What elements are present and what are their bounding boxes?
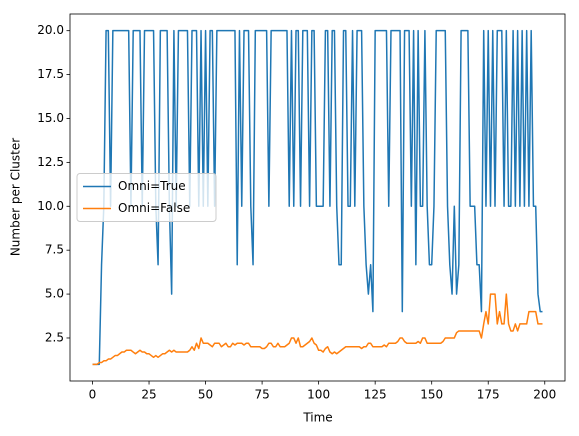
x-tick-label: 50 — [198, 388, 213, 402]
legend-box — [76, 173, 217, 222]
x-tick-label: 125 — [364, 388, 387, 402]
x-tick-label: 100 — [307, 388, 330, 402]
y-tick-label: 2.5 — [45, 330, 64, 344]
x-axis-label: Time — [302, 411, 332, 425]
y-tick-label: 5.0 — [45, 287, 64, 301]
y-tick-label: 10.0 — [37, 199, 64, 213]
series-line — [92, 29, 543, 366]
y-axis-label: Number per Cluster — [9, 138, 23, 256]
y-tick-label: 17.5 — [37, 67, 64, 81]
legend: Omni=True Omni=False — [76, 173, 217, 222]
plot-frame — [69, 13, 566, 382]
x-tick-label: 175 — [477, 388, 500, 402]
x-tick-label: 150 — [420, 388, 443, 402]
x-tick-label: 200 — [533, 388, 556, 402]
y-tick-label: 15.0 — [37, 111, 64, 125]
y-tick-label: 20.0 — [37, 23, 64, 37]
x-tick-label: 75 — [254, 388, 269, 402]
legend-label: Omni=False — [118, 201, 190, 215]
series-line — [92, 293, 543, 366]
x-tick-label: 25 — [141, 388, 156, 402]
y-tick-label: 12.5 — [37, 155, 64, 169]
legend-label: Omni=True — [118, 179, 186, 193]
x-tick-label: 0 — [89, 388, 97, 402]
y-tick-label: 7.5 — [45, 243, 64, 257]
